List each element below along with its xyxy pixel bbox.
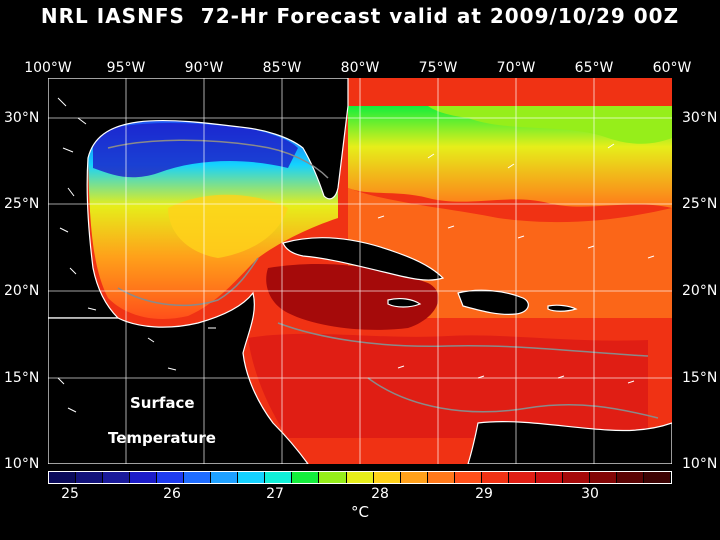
colorbar-swatch (76, 472, 104, 483)
lon-label: 65°W (574, 60, 614, 76)
lat-label: 30°N (682, 110, 718, 126)
lat-label: 30°N (4, 110, 40, 126)
colorbar-tick-label: 27 (266, 486, 284, 502)
colorbar-swatch (49, 472, 77, 483)
land-north-america (48, 78, 349, 319)
colorbar-swatch (184, 472, 212, 483)
colorbar-swatch (319, 472, 347, 483)
colorbar-swatch (427, 472, 455, 483)
atlantic-green-patch (428, 106, 672, 144)
lat-label: 25°N (682, 196, 718, 212)
temperature-colorbar (48, 471, 672, 484)
lat-label: 20°N (4, 283, 40, 299)
lat-label: 25°N (4, 196, 40, 212)
land-cuba (282, 237, 445, 281)
lat-label: 15°N (682, 370, 718, 386)
land-hispaniola (457, 289, 529, 315)
temperature-map-svg (48, 78, 672, 464)
lon-label: 85°W (262, 60, 302, 76)
colorbar-swatch (481, 472, 509, 483)
colorbar-unit: °C (351, 503, 369, 521)
colorbar-swatch (508, 472, 536, 483)
map-label-surface: Surface (130, 394, 195, 412)
lon-label: 95°W (106, 60, 146, 76)
colorbar-swatch (265, 472, 293, 483)
map-label-temperature: Temperature (108, 429, 216, 447)
land-central-america (48, 291, 309, 464)
colorbar-tick-label: 25 (61, 486, 79, 502)
land-jamaica (387, 298, 422, 308)
colorbar-tick-label: 26 (163, 486, 181, 502)
lat-label: 20°N (682, 283, 718, 299)
colorbar-swatch (562, 472, 590, 483)
colorbar-swatch (589, 472, 617, 483)
colorbar-swatch (211, 472, 239, 483)
colorbar-swatch (157, 472, 185, 483)
colorbar-swatch (373, 472, 401, 483)
colorbar-swatch (535, 472, 563, 483)
lon-label: 100°W (24, 60, 72, 76)
land-puerto-rico (547, 304, 578, 312)
gulf-cold-shelf (93, 123, 298, 178)
lon-label: 70°W (496, 60, 536, 76)
gulf-yellow-core (168, 194, 288, 258)
lon-label: 60°W (652, 60, 692, 76)
graticule (48, 78, 672, 464)
colorbar-tick-label: 30 (581, 486, 599, 502)
colorbar-swatch (616, 472, 645, 483)
lat-label: 10°N (4, 456, 40, 472)
colorbar-swatch (292, 472, 320, 483)
colorbar-swatch (238, 472, 266, 483)
depth-contours (107, 139, 659, 419)
caribbean-hot-core (266, 263, 439, 330)
map-title: NRL IASNFS 72-Hr Forecast valid at 2009/… (40, 4, 680, 28)
colorbar-swatch (454, 472, 482, 483)
colorbar-swatch (103, 472, 131, 483)
lon-label: 90°W (184, 60, 224, 76)
colorbar-swatch (130, 472, 158, 483)
colorbar-tick-label: 28 (371, 486, 389, 502)
caribbean-red (248, 333, 648, 438)
colorbar-swatch (400, 472, 428, 483)
land-south-america (467, 421, 672, 464)
temperature-map (48, 78, 672, 464)
lat-label: 10°N (682, 456, 718, 472)
colorbar-swatch (644, 472, 672, 483)
lat-label: 15°N (4, 370, 40, 386)
wind-arrows (57, 97, 655, 413)
lon-label: 75°W (418, 60, 458, 76)
land-masses (48, 78, 672, 464)
lon-label: 80°W (340, 60, 380, 76)
colorbar-tick-label: 29 (475, 486, 493, 502)
colorbar-swatch (346, 472, 374, 483)
